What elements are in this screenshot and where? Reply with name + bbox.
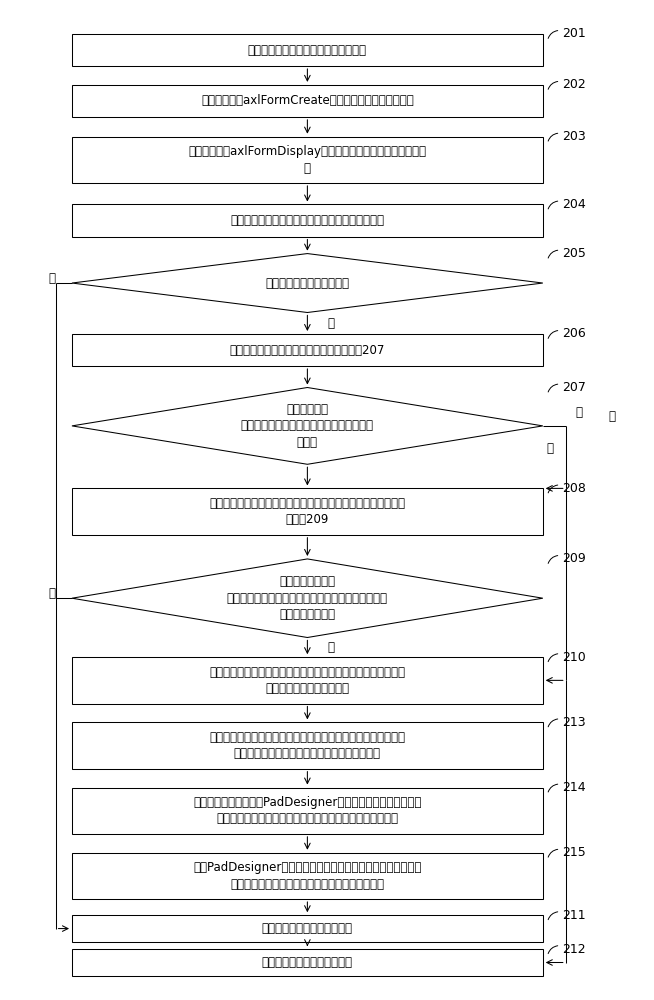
Text: 212: 212 (562, 943, 586, 956)
Text: 201: 201 (562, 27, 586, 40)
Text: 发出报警信息，结束当前流程: 发出报警信息，结束当前流程 (262, 922, 353, 935)
Text: 根据源程序文件中预先设置的焺盘封装设计规范、焺盘的形状和
尺寸，确定焺盘的添加层面: 根据源程序文件中预先设置的焺盘封装设计规范、焺盘的形状和 尺寸，确定焺盘的添加层… (209, 666, 405, 695)
Text: 判断焺盘的形状是否为圆形: 判断焺盘的形状是否为圆形 (266, 277, 349, 290)
FancyBboxPatch shape (72, 488, 543, 535)
Text: 预先加载并运行预先设置的源程序文件: 预先加载并运行预先设置的源程序文件 (248, 44, 367, 57)
Text: 207: 207 (562, 381, 587, 394)
Text: 通过专有函数axlFormDisplay，调用源程序文件展示所创建的窗
体: 通过专有函数axlFormDisplay，调用源程序文件展示所创建的窗 体 (188, 145, 426, 175)
FancyBboxPatch shape (72, 788, 543, 834)
Text: 获取外部输入
的第一尺寸，判断第一尺寸是否在第一预设
范围内: 获取外部输入 的第一尺寸，判断第一尺寸是否在第一预设 范围内 (241, 403, 374, 449)
FancyBboxPatch shape (72, 657, 543, 704)
Text: 获取外部通过窗体中的选择按鈕选择的焺盘的形状: 获取外部通过窗体中的选择按鈕选择的焺盘的形状 (230, 214, 385, 227)
Text: 是: 是 (327, 641, 334, 654)
FancyBboxPatch shape (72, 722, 543, 769)
Text: 211: 211 (562, 909, 586, 922)
Polygon shape (72, 387, 543, 464)
Text: 204: 204 (562, 198, 586, 211)
Text: 206: 206 (562, 327, 586, 340)
FancyBboxPatch shape (72, 334, 543, 366)
Text: 允许使用窗体中的宽度数值的输入框和高度数值的输入框，并执
行步骤209: 允许使用窗体中的宽度数值的输入框和高度数值的输入框，并执 行步骤209 (209, 497, 405, 526)
Polygon shape (72, 559, 543, 638)
Text: 发出报警信息，结束当前流程: 发出报警信息，结束当前流程 (262, 956, 353, 969)
Text: 获取外部输入的第
二尺寸和第三尺寸，判断第二尺寸和第三尺寸是否均
在第二预设范围内: 获取外部输入的第 二尺寸和第三尺寸，判断第二尺寸和第三尺寸是否均 在第二预设范围… (227, 575, 388, 621)
Text: 210: 210 (562, 651, 586, 664)
Text: 利用PadDesigner软件，根据焺盘的尺寸的单位、精度、单层模
式、各个层面的形状和尺寸，生成焺盘的封装文件: 利用PadDesigner软件，根据焺盘的尺寸的单位、精度、单层模 式、各个层面… (193, 861, 422, 891)
Text: 是: 是 (546, 442, 553, 455)
Text: 否: 否 (576, 406, 583, 419)
FancyBboxPatch shape (72, 204, 543, 237)
Polygon shape (72, 254, 543, 313)
Text: 205: 205 (562, 247, 587, 260)
Text: 禁用窗体中的高度数值的输入框、执行步骤207: 禁用窗体中的高度数值的输入框、执行步骤207 (230, 344, 385, 357)
FancyBboxPatch shape (72, 853, 543, 899)
Text: 215: 215 (562, 846, 586, 859)
Text: 203: 203 (562, 130, 586, 143)
Text: 否: 否 (48, 272, 56, 285)
FancyBboxPatch shape (72, 34, 543, 66)
Text: 208: 208 (562, 482, 587, 495)
Text: 是: 是 (327, 317, 334, 330)
Text: 利用源程序文件，调用PadDesigner软件，将焺盘的尺寸的单位
、精度、单层模式、各个层面的形状和尺寸输入到该软件中: 利用源程序文件，调用PadDesigner软件，将焺盘的尺寸的单位 、精度、单层… (193, 796, 422, 825)
FancyBboxPatch shape (72, 85, 543, 117)
FancyBboxPatch shape (72, 949, 543, 976)
Text: 214: 214 (562, 781, 586, 794)
Text: 通过专有函数axlFormCreate，调用源程序文件创建窗体: 通过专有函数axlFormCreate，调用源程序文件创建窗体 (201, 94, 414, 107)
FancyBboxPatch shape (72, 915, 543, 942)
Text: 209: 209 (562, 552, 586, 565)
FancyBboxPatch shape (72, 137, 543, 183)
Text: 根据焺盘封装设计规范、焺盘的形状和尺寸，确定焺盘的尺寸的
单位、精度、单层模式、各个层面的形状和尺寸: 根据焺盘封装设计规范、焺盘的形状和尺寸，确定焺盘的尺寸的 单位、精度、单层模式、… (209, 731, 405, 760)
Text: 213: 213 (562, 716, 586, 729)
Text: 否: 否 (48, 587, 56, 600)
Text: 202: 202 (562, 78, 586, 91)
Text: 否: 否 (608, 410, 615, 423)
